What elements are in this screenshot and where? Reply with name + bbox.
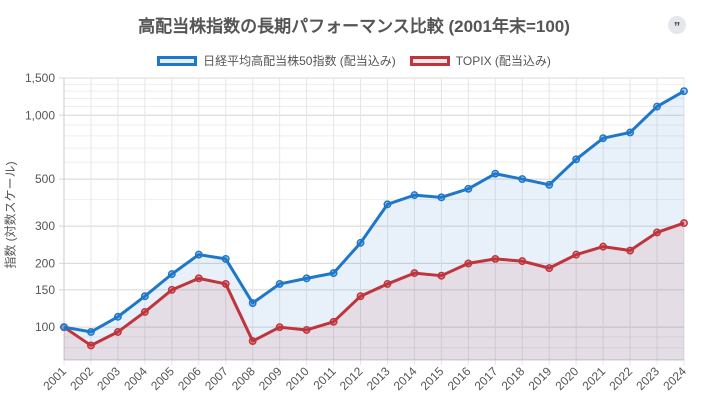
series-line-1 [63,221,685,347]
x-tick-label: 2005 [148,364,177,393]
x-tick-label: 2002 [67,364,96,393]
data-point-0 [140,292,149,301]
data-point-1 [572,250,581,259]
data-point-1 [491,254,500,263]
chart-title: 高配当株指数の長期パフォーマンス比較 (2001年末=100) [138,17,570,36]
x-tick-label: 2015 [418,364,447,393]
data-point-0 [653,102,661,111]
data-point-1 [464,259,473,268]
data-point-1 [302,326,311,334]
x-tick-label: 2024 [660,364,689,393]
x-tick-label: 2004 [121,364,150,393]
y-tick-label: 500 [35,172,55,186]
x-tick-label: 2014 [391,364,420,393]
data-point-0 [87,327,95,336]
series-line-0 [63,89,685,334]
x-tick-label: 2003 [94,364,123,393]
data-point-1 [221,279,230,288]
data-point-1 [680,219,688,228]
data-point-0 [113,312,122,321]
data-point-0 [464,184,473,193]
data-point-1 [545,264,554,273]
data-point-0 [275,279,284,288]
x-tick-label: 2019 [526,364,555,393]
x-tick-label: 2016 [445,364,474,393]
x-tick-label: 2012 [337,364,366,393]
data-point-1 [113,327,122,336]
data-point-1 [626,246,635,255]
x-tick-label: 2022 [606,364,635,393]
data-point-1 [87,341,95,350]
data-point-1 [194,274,203,283]
legend-label-topix: TOPIX (配当込み) [455,54,551,68]
data-point-1 [167,285,176,294]
data-point-0 [60,323,68,332]
data-point-0 [437,193,446,202]
data-point-1 [275,323,284,332]
data-point-0 [167,270,176,279]
y-tick-label: 1,000 [25,108,55,122]
data-point-1 [437,271,446,280]
legend-item-nikkei-high-dividend[interactable]: 日経平均高配当株50指数 (配当込み) [157,52,396,69]
legend-swatch-topix [409,55,450,66]
data-point-1 [518,257,527,266]
legend-item-topix[interactable]: TOPIX (配当込み) [409,52,551,69]
data-point-0 [518,175,527,184]
y-tick-label: 100 [35,320,55,334]
data-point-0 [626,128,635,137]
data-point-0 [302,274,311,283]
x-tick-label: 2020 [553,364,582,393]
data-point-0 [680,87,688,96]
x-tick-label: 2006 [175,364,204,393]
data-point-0 [545,180,554,189]
data-point-1 [410,269,419,278]
data-point-1 [383,279,392,288]
data-point-1 [329,317,338,326]
y-tick-label: 1,500 [25,71,55,85]
data-point-1 [653,228,661,237]
y-tick-label: 200 [35,256,55,270]
data-point-0 [491,169,500,178]
legend-swatch-nikkei-high-dividend [157,55,198,66]
x-tick-label: 2013 [364,364,393,393]
data-point-0 [383,200,392,209]
x-tick-label: 2017 [472,364,501,393]
x-tick-label: 2001 [40,364,69,393]
data-point-0 [599,134,608,143]
data-point-1 [140,308,149,316]
data-point-0 [329,269,338,278]
y-tick-label: 300 [35,219,55,233]
data-point-0 [248,299,257,307]
legend: 日経平均高配当株50指数 (配当込み) TOPIX (配当込み) [0,52,708,69]
legend-label-nikkei-high-dividend: 日経平均高配当株50指数 (配当込み) [203,54,396,68]
x-tick-label: 2007 [202,364,231,393]
x-tick-label: 2009 [256,364,285,393]
data-point-0 [356,238,365,247]
x-tick-label: 2010 [283,364,312,393]
x-tick-label: 2018 [499,364,528,393]
data-point-0 [221,254,230,263]
data-point-0 [572,155,581,164]
data-point-0 [194,250,203,259]
data-point-1 [356,292,365,301]
x-tick-label: 2021 [579,364,608,393]
data-point-1 [248,337,257,346]
data-point-0 [410,191,419,200]
quote-button[interactable]: ” [668,16,686,34]
data-point-1 [599,242,608,251]
x-tick-label: 2023 [633,364,662,393]
y-tick-label: 150 [35,283,55,297]
x-tick-label: 2011 [311,364,339,392]
x-tick-label: 2008 [229,364,258,393]
